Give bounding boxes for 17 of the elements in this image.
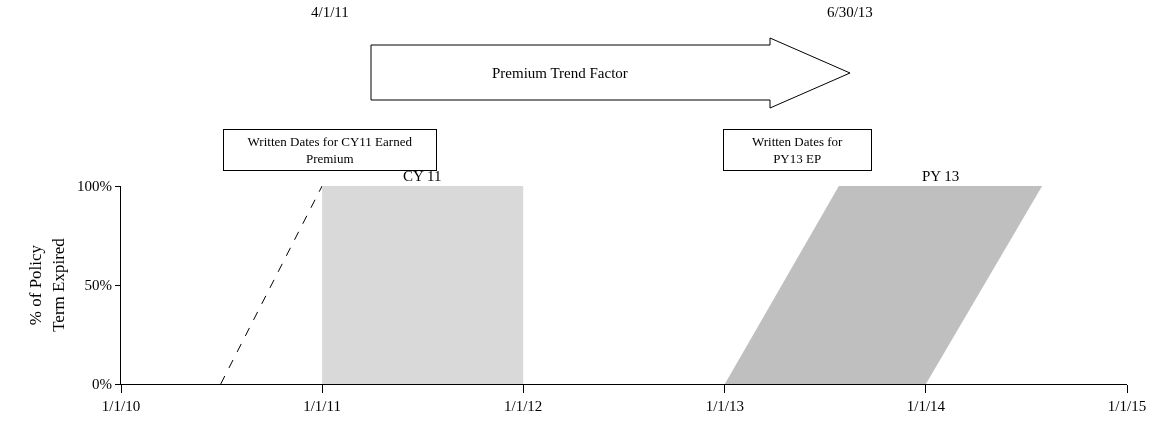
text: Premium Trend Factor <box>492 65 628 81</box>
y-tick-label: 50% <box>84 277 112 294</box>
text: 6/30/13 <box>827 4 873 20</box>
x-tick-label: 1/1/11 <box>303 398 341 414</box>
y-tick-label: 100% <box>77 178 112 195</box>
text: Written Dates for CY11 Earned Premium <box>247 134 413 166</box>
series-label: CY 11 <box>403 168 442 184</box>
x-tick-label: 1/1/13 <box>705 398 744 414</box>
y-tick-label: 0% <box>92 376 112 393</box>
x-tick-label: 1/1/15 <box>1107 398 1147 414</box>
y-axis-title: % of Policy Term Expired <box>26 237 68 332</box>
text: 4/1/11 <box>311 4 349 20</box>
x-tick-label: 1/1/12 <box>504 398 543 414</box>
text: Written Dates for PY13 EP <box>751 134 844 166</box>
series-label: PY 13 <box>922 168 960 184</box>
x-tick-label: 1/1/10 <box>101 398 141 414</box>
x-tick-label: 1/1/14 <box>906 398 946 414</box>
